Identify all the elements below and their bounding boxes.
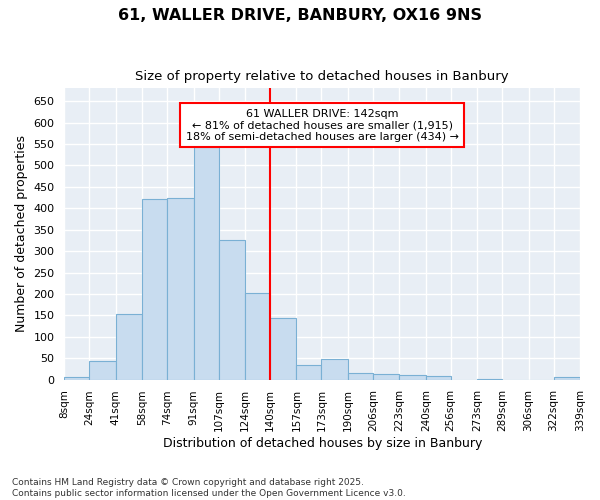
Bar (400, 375, 426, 380)
Text: Contains HM Land Registry data © Crown copyright and database right 2025.
Contai: Contains HM Land Registry data © Crown c… (12, 478, 406, 498)
Y-axis label: Number of detached properties: Number of detached properties (15, 136, 28, 332)
Bar (270, 318, 296, 380)
Bar (554, 378, 580, 380)
Bar (348, 373, 373, 380)
Bar (142, 200, 167, 380)
Text: 61, WALLER DRIVE, BANBURY, OX16 9NS: 61, WALLER DRIVE, BANBURY, OX16 9NS (118, 8, 482, 22)
Bar (116, 314, 142, 380)
Bar (296, 366, 322, 380)
Bar (89, 361, 116, 380)
Bar (322, 358, 348, 380)
Bar (373, 374, 400, 380)
X-axis label: Distribution of detached houses by size in Banbury: Distribution of detached houses by size … (163, 437, 482, 450)
Bar (426, 376, 451, 380)
Bar (218, 240, 245, 380)
Title: Size of property relative to detached houses in Banbury: Size of property relative to detached ho… (136, 70, 509, 83)
Bar (245, 292, 270, 380)
Text: 61 WALLER DRIVE: 142sqm
← 81% of detached houses are smaller (1,915)
18% of semi: 61 WALLER DRIVE: 142sqm ← 81% of detache… (186, 108, 459, 142)
Bar (167, 198, 194, 380)
Bar (64, 376, 89, 380)
Bar (194, 147, 218, 380)
